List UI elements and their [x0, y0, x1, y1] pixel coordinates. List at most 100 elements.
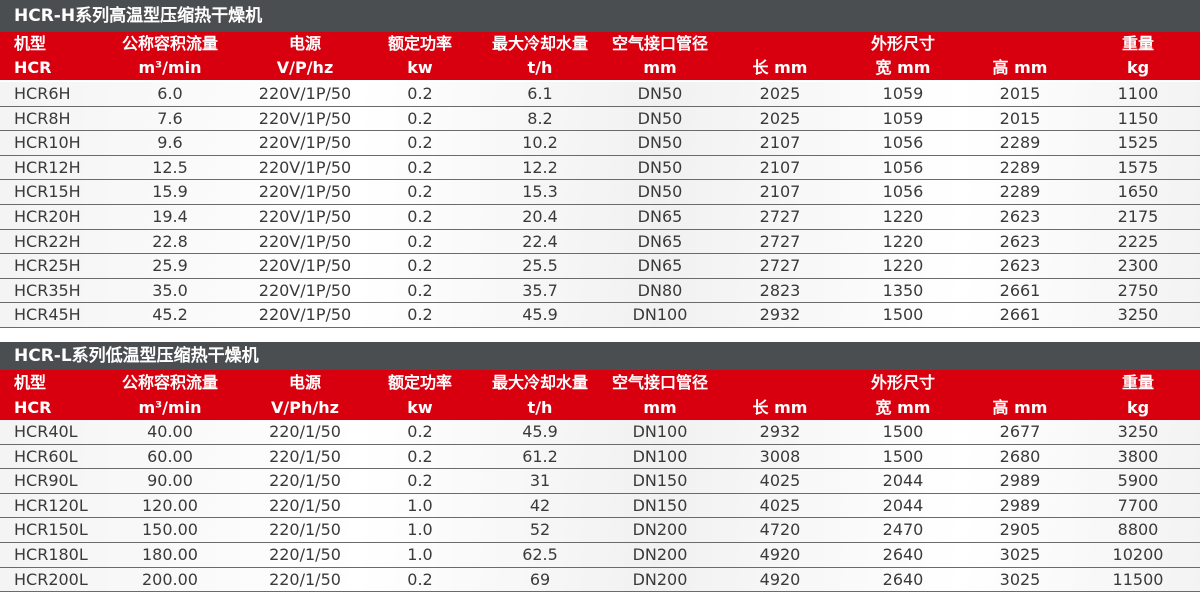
cell-weight: 8800 [1117, 520, 1159, 540]
cell-cooling-water: 8.2 [527, 108, 553, 128]
cell-power-supply: 220V/1P/50 [258, 280, 352, 300]
cell-height: 2989 [999, 471, 1041, 491]
cell-air-pipe: DN50 [637, 157, 683, 177]
table-row: HCR8H 7.6 220V/1P/50 0.2 8.2 DN50 2025 1059 2015… [0, 106, 1200, 132]
cell-weight: 2300 [1117, 256, 1159, 276]
header-weight: 重量 [1121, 34, 1154, 53]
cell-model: HCR8H [14, 108, 71, 128]
cell-width: 2470 [882, 520, 924, 540]
cell-cooling-water: 15.3 [522, 182, 558, 202]
cell-length: 3008 [759, 446, 801, 466]
header-flow: 公称容积流量 [121, 34, 218, 53]
header-rated-power: kw [407, 58, 433, 77]
cell-model: HCR45H [14, 305, 81, 325]
cell-weight: 1100 [1117, 84, 1159, 103]
header-flow: m³/min [138, 398, 202, 417]
cell-length: 2025 [759, 84, 801, 103]
cell-rated-power: 0.2 [407, 256, 433, 276]
cell-length: 2025 [759, 108, 801, 128]
cell-weight: 1650 [1117, 182, 1159, 202]
header-air-pipe: 空气接口管径 [611, 373, 708, 392]
table-row: HCR40L 40.00 220/1/50 0.2 45.9 DN100 2932 1500 2… [0, 420, 1200, 445]
cell-flow: 90.00 [147, 471, 193, 491]
cell-width: 1220 [882, 231, 924, 251]
cell-width: 2640 [882, 545, 924, 564]
cell-flow: 45.2 [152, 305, 188, 325]
cell-flow: 9.6 [157, 133, 183, 153]
cell-flow: 180.00 [142, 545, 198, 564]
cell-cooling-water: 31 [529, 471, 551, 491]
cell-rated-power: 0.2 [407, 108, 433, 128]
header-weight: kg [1126, 398, 1150, 417]
cell-model: HCR40L [14, 422, 78, 441]
cell-air-pipe: DN200 [632, 520, 688, 540]
cell-weight: 10200 [1112, 545, 1164, 564]
cell-height: 2661 [999, 280, 1041, 300]
cell-weight: 1150 [1117, 108, 1159, 128]
cell-cooling-water: 22.4 [522, 231, 558, 251]
cell-width: 1500 [882, 422, 924, 441]
cell-air-pipe: DN100 [632, 446, 688, 466]
cell-air-pipe: DN65 [637, 256, 683, 276]
cell-rated-power: 0.2 [407, 84, 433, 103]
cell-model: HCR25H [14, 256, 81, 276]
header-air-pipe: mm [643, 398, 677, 417]
cell-cooling-water: 10.2 [522, 133, 558, 153]
cell-air-pipe: DN100 [632, 422, 688, 441]
table-row: HCR60L 60.00 220/1/50 0.2 61.2 DN100 3008 1500 2… [0, 444, 1200, 470]
cell-flow: 7.6 [157, 108, 183, 128]
header-power-supply: 电源 [288, 373, 321, 392]
cell-height: 2661 [999, 305, 1041, 325]
cell-power-supply: 220V/1P/50 [258, 256, 352, 276]
cell-model: HCR180L [14, 545, 88, 564]
cell-cooling-water: 62.5 [522, 545, 558, 564]
table-row: HCR6H 6.0 220V/1P/50 0.2 6.1 DN50 2025 1059 2015… [0, 82, 1200, 107]
cell-air-pipe: DN200 [632, 545, 688, 564]
header-flow: 公称容积流量 [121, 373, 218, 392]
cell-length: 4920 [759, 545, 801, 564]
table-header: 机型 公称容积流量 电源 额定功率 最大冷却水量 空气接口管径 外形尺寸 重量 HCR m³/mi… [0, 370, 1200, 420]
cell-power-supply: 220V/1P/50 [258, 108, 352, 128]
cell-rated-power: 0.2 [407, 157, 433, 177]
table-row: HCR12H 12.5 220V/1P/50 0.2 12.2 DN50 2107 1056 2… [0, 155, 1200, 181]
cell-weight: 7700 [1117, 495, 1159, 515]
cell-rated-power: 0.2 [407, 182, 433, 202]
header-power-supply: V/Ph/hz [271, 398, 339, 417]
cell-height: 2015 [999, 84, 1041, 103]
cell-power-supply: 220V/1P/50 [258, 305, 352, 325]
table-header: 机型 公称容积流量 电源 额定功率 最大冷却水量 空气接口管径 外形尺寸 重量 HCR m³/mi… [0, 32, 1200, 80]
header-length: 长 mm [752, 58, 808, 77]
header-row: HCR m³/min V/P/hz kw t/h mm 长 mm 宽 mm 高 mm kg [0, 56, 1200, 80]
cell-model: HCR20H [14, 207, 81, 226]
cell-weight: 2175 [1117, 207, 1159, 226]
header-model: 机型 [14, 34, 47, 53]
cell-air-pipe: DN200 [632, 569, 688, 589]
cell-flow: 15.9 [152, 182, 188, 202]
cell-flow: 19.4 [152, 207, 188, 226]
cell-model: HCR90L [14, 471, 78, 491]
header-length: 长 mm [752, 398, 808, 417]
cell-power-supply: 220/1/50 [269, 520, 341, 540]
cell-rated-power: 1.0 [407, 495, 433, 515]
cell-height: 3025 [999, 545, 1041, 564]
header-width: 外形尺寸 [870, 34, 935, 53]
header-rated-power: 额定功率 [387, 373, 452, 392]
cell-air-pipe: DN100 [632, 305, 688, 325]
table-row: HCR35H 35.0 220V/1P/50 0.2 35.7 DN80 2823 1350 2… [0, 278, 1200, 304]
cell-weight: 1575 [1117, 157, 1159, 177]
cell-width: 2044 [882, 471, 924, 491]
cell-length: 4920 [759, 569, 801, 589]
cell-model: HCR10H [14, 133, 81, 153]
cell-width: 1056 [882, 133, 924, 153]
cell-length: 4720 [759, 520, 801, 540]
header-row: 机型 公称容积流量 电源 额定功率 最大冷却水量 空气接口管径 外形尺寸 重量 [0, 32, 1200, 56]
header-row: HCR m³/min V/Ph/hz kw t/h mm 长 mm 宽 mm 高 mm kg [0, 395, 1200, 419]
header-flow: m³/min [138, 58, 202, 77]
cell-cooling-water: 61.2 [522, 446, 558, 466]
cell-rated-power: 0.2 [407, 231, 433, 251]
header-cooling-water: t/h [527, 398, 553, 417]
cell-width: 1059 [882, 108, 924, 128]
cell-power-supply: 220V/1P/50 [258, 157, 352, 177]
cell-width: 1056 [882, 182, 924, 202]
cell-height: 2905 [999, 520, 1041, 540]
